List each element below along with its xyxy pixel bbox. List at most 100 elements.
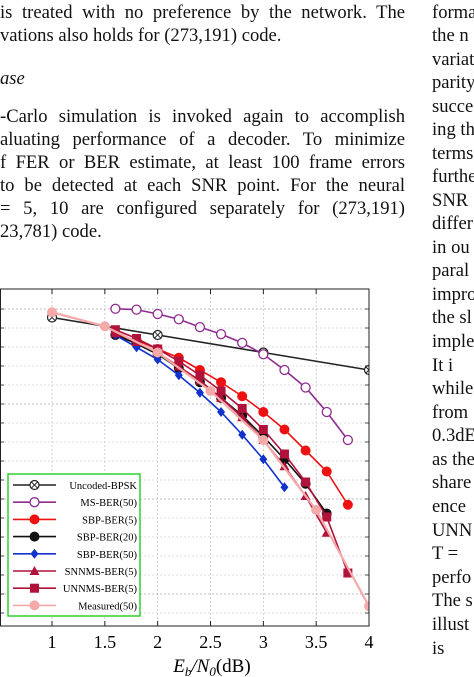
data-point bbox=[152, 308, 163, 320]
right-column-line: terms bbox=[432, 143, 474, 164]
data-point bbox=[110, 303, 121, 314]
data-point-cross bbox=[365, 369, 369, 374]
data-point bbox=[216, 386, 226, 396]
data-point bbox=[301, 477, 311, 487]
data-point bbox=[174, 370, 183, 381]
x-tick-label: 3 bbox=[259, 632, 268, 652]
data-point bbox=[173, 361, 184, 371]
right-column-line: furthe bbox=[432, 166, 474, 187]
legend-entry: SBP-BER(5) bbox=[13, 514, 138, 526]
x-tick-layer: 1 1.5 2 2.5 3 3.5 4 bbox=[0, 289, 374, 652]
body-text-line: 23,781) code. bbox=[0, 221, 102, 242]
data-point bbox=[131, 304, 142, 315]
data-point bbox=[321, 466, 332, 477]
legend-swatch-marker bbox=[29, 497, 40, 508]
legend-entry: Uncoded-BPSK bbox=[13, 479, 137, 492]
legend-entry: SBP-BER(50) bbox=[13, 548, 138, 561]
data-point bbox=[237, 404, 247, 413]
legend-label: SBP-BER(50) bbox=[77, 550, 138, 561]
data-point bbox=[300, 445, 311, 456]
data-point bbox=[259, 454, 268, 465]
data-point bbox=[364, 601, 369, 612]
right-column-line: the n bbox=[432, 25, 469, 46]
data-point bbox=[279, 461, 290, 471]
right-column-line: as the bbox=[432, 449, 474, 470]
legend-label: UNNMS-BER(5) bbox=[63, 584, 138, 595]
data-point bbox=[279, 364, 290, 376]
right-column-line: perfo bbox=[432, 567, 472, 588]
x-tick-label: 4 bbox=[365, 632, 374, 652]
data-point bbox=[132, 334, 142, 343]
data-point bbox=[237, 337, 248, 349]
data-point bbox=[237, 391, 248, 402]
data-point bbox=[342, 434, 354, 446]
data-point bbox=[174, 356, 184, 366]
legend-swatch-marker bbox=[29, 514, 40, 525]
series-measured-50- bbox=[47, 307, 369, 612]
right-column-line: ing th bbox=[432, 119, 474, 140]
legend-label: Uncoded-BPSK bbox=[69, 481, 137, 492]
series-sbp-ber-50- bbox=[111, 330, 289, 493]
data-point bbox=[258, 435, 269, 445]
legend-label: MS-BER(50) bbox=[80, 498, 137, 509]
legend-entry: SBP-BER(20) bbox=[13, 531, 138, 544]
right-column-line: illust bbox=[432, 614, 470, 635]
series-snnms-ber-5- bbox=[110, 328, 332, 537]
data-point bbox=[110, 325, 120, 335]
data-point bbox=[279, 449, 289, 459]
data-point bbox=[321, 406, 332, 418]
series-ms-ber-50- bbox=[110, 303, 354, 446]
right-column-line: in ou bbox=[432, 237, 470, 258]
right-column-line: from bbox=[432, 402, 469, 423]
data-point bbox=[311, 505, 322, 515]
right-column-line: impro bbox=[432, 284, 474, 305]
right-column-line: UNN bbox=[432, 520, 473, 541]
legend-entry: SNNMS-BER(5) bbox=[13, 566, 138, 578]
data-point bbox=[238, 429, 247, 440]
data-point bbox=[258, 349, 269, 360]
body-text-line: = 5, 10 are configured separately for (2… bbox=[0, 198, 405, 219]
data-point bbox=[194, 321, 206, 333]
data-point bbox=[322, 512, 332, 522]
legend-label: SBP-BER(5) bbox=[82, 515, 137, 526]
legend-label: SNNMS-BER(5) bbox=[65, 567, 138, 578]
right-column-line: parity bbox=[432, 72, 474, 93]
legend-label: Measured(50) bbox=[78, 601, 137, 612]
right-column-line: The s bbox=[432, 590, 473, 611]
data-point bbox=[205, 386, 216, 396]
data-point bbox=[216, 377, 227, 388]
series-line bbox=[115, 307, 349, 441]
right-column-line: is bbox=[432, 638, 445, 659]
x-tick-label: 1 bbox=[48, 632, 57, 652]
right-column-line: succe bbox=[432, 96, 474, 117]
right-column-line: imple bbox=[432, 331, 474, 352]
data-point bbox=[258, 425, 268, 434]
body-text-line: to be detected at each SNR point. For th… bbox=[0, 175, 405, 196]
data-point bbox=[363, 364, 369, 376]
x-tick-label: 2 bbox=[153, 632, 162, 652]
data-point bbox=[195, 387, 204, 398]
legend-entry: MS-BER(50) bbox=[13, 497, 137, 509]
data-point bbox=[300, 382, 311, 393]
data-point bbox=[217, 407, 226, 417]
body-text-line: vations also holds for (273,191) code. bbox=[0, 25, 282, 46]
legend: Uncoded-BPSK MS-BER(50) SBP-BER(5) SBP-BER(… bbox=[7, 473, 141, 617]
right-column-line: ence bbox=[432, 496, 467, 517]
data-point bbox=[152, 347, 163, 358]
right-column-line: SNR bbox=[432, 190, 469, 211]
body-text-line: aluating performance of a decoder. To mi… bbox=[0, 129, 405, 150]
right-column-line: share bbox=[432, 472, 472, 493]
body-text-line: f FER or BER estimate, at least 100 fram… bbox=[0, 152, 405, 173]
data-point bbox=[343, 568, 353, 578]
series-line bbox=[115, 334, 328, 514]
legend-swatch-marker-cross bbox=[30, 481, 39, 489]
right-column-line: differ bbox=[432, 213, 473, 234]
x-tick-label: 1.5 bbox=[94, 632, 117, 652]
data-point bbox=[195, 370, 205, 380]
data-point bbox=[280, 482, 289, 493]
right-column-line: while bbox=[432, 378, 474, 399]
x-axis-label: Eb/N0(dB) bbox=[172, 656, 250, 677]
legend-swatch-marker bbox=[30, 548, 39, 559]
legend-swatch-marker bbox=[29, 566, 40, 575]
